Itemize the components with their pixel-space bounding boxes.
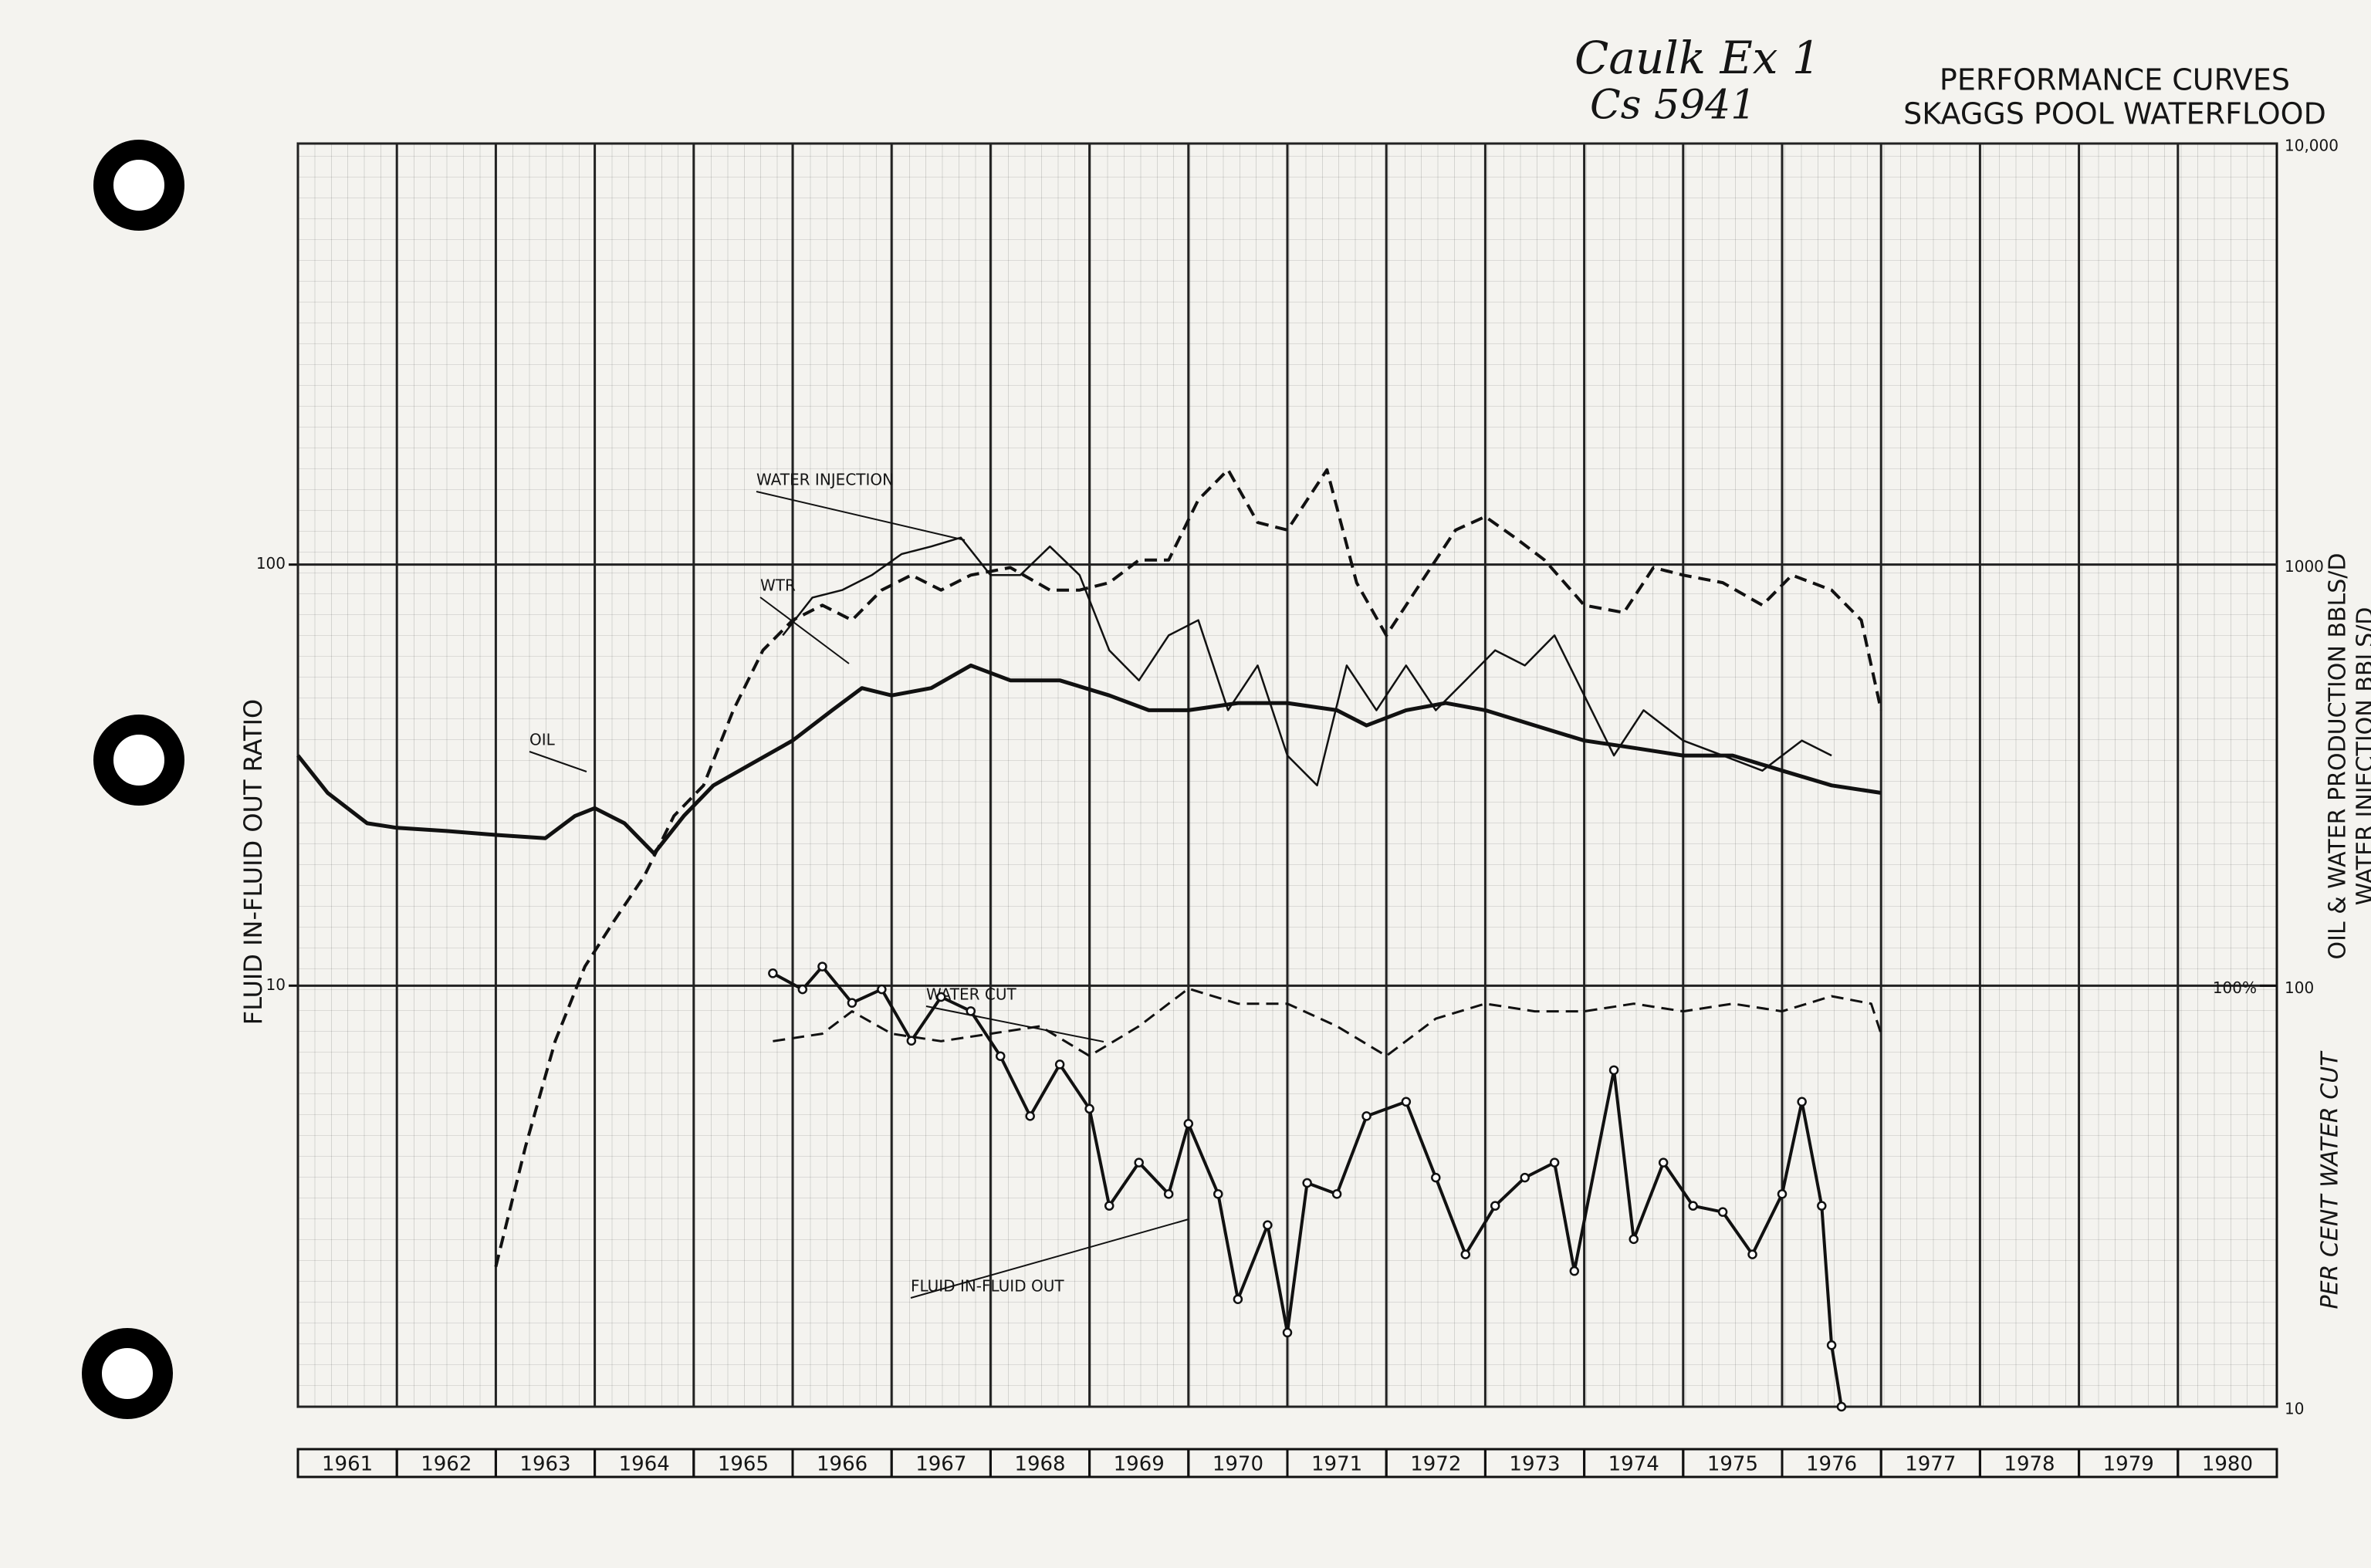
series-marker <box>1838 1403 1845 1411</box>
y2-tick-label: 1000 <box>2285 557 2324 576</box>
x-tick-label: 1976 <box>1806 1453 1857 1476</box>
series-marker <box>1630 1235 1638 1243</box>
series-marker <box>1749 1251 1757 1259</box>
series-marker <box>908 1037 915 1045</box>
leader-line <box>756 492 965 540</box>
series-marker <box>1234 1296 1242 1303</box>
series-marker <box>1263 1222 1271 1229</box>
series-marker <box>1105 1202 1113 1210</box>
series-marker <box>878 985 885 993</box>
series-marker <box>1363 1112 1371 1120</box>
x-tick-label: 1971 <box>1311 1453 1362 1476</box>
handwritten-note: Caulk Ex 1 <box>1574 32 1821 84</box>
series-label: WATER INJECTION <box>756 471 894 489</box>
x-tick-label: 1961 <box>322 1453 373 1476</box>
series-marker <box>818 963 826 971</box>
x-tick-label: 1962 <box>421 1453 472 1476</box>
y-tick-label: 10 <box>266 975 286 994</box>
y2-axis-label: WATER INJECTION BBLS/D <box>2352 607 2371 906</box>
series-marker <box>1778 1190 1786 1198</box>
binder-hole <box>103 725 174 796</box>
series-marker <box>937 993 945 1001</box>
x-tick-label: 1969 <box>1114 1453 1165 1476</box>
binder-hole <box>92 1338 163 1409</box>
series-marker <box>1798 1098 1806 1106</box>
series-marker <box>1185 1120 1192 1127</box>
x-tick-label: 1970 <box>1213 1453 1263 1476</box>
x-tick-label: 1974 <box>1608 1453 1659 1476</box>
x-tick-label: 1977 <box>1905 1453 1956 1476</box>
series-marker <box>967 1007 975 1015</box>
series-marker <box>1719 1208 1727 1216</box>
series-marker <box>1610 1066 1618 1074</box>
series-marker <box>769 969 776 977</box>
series-marker <box>1828 1341 1835 1349</box>
x-tick-label: 1979 <box>2103 1453 2154 1476</box>
series-marker <box>1659 1159 1667 1167</box>
page: Caulk Ex 1 Cs 5941 PERFORMANCE CURVES SK… <box>0 0 2371 1568</box>
x-tick-label: 1967 <box>915 1453 966 1476</box>
leader-line <box>529 752 587 772</box>
chart: Caulk Ex 1 Cs 5941 PERFORMANCE CURVES SK… <box>0 0 2371 1568</box>
series-marker <box>1027 1112 1034 1120</box>
series-marker <box>1818 1202 1825 1210</box>
binder-hole <box>103 150 174 221</box>
leader-line <box>926 1006 1104 1042</box>
x-tick-label: 1978 <box>2004 1453 2055 1476</box>
y2-tick-label: 100 <box>2285 978 2314 997</box>
series-marker <box>1571 1267 1578 1275</box>
x-tick-label: 1963 <box>519 1453 570 1476</box>
x-tick-label: 1973 <box>1509 1453 1560 1476</box>
x-tick-label: 1972 <box>1410 1453 1461 1476</box>
x-tick-label: 1968 <box>1014 1453 1065 1476</box>
series-marker <box>1551 1159 1558 1167</box>
series-marker <box>1284 1329 1291 1337</box>
x-tick-label: 1975 <box>1707 1453 1758 1476</box>
x-tick-label: 1965 <box>718 1453 769 1476</box>
y-axis-label: FLUID IN-FLUID OUT RATIO <box>238 699 268 1025</box>
x-tick-label: 1966 <box>817 1453 868 1476</box>
y-tick-label: 100 <box>256 554 286 573</box>
series-marker <box>1491 1202 1499 1210</box>
series-marker <box>1462 1251 1470 1259</box>
series-label: WTR <box>760 576 796 595</box>
y3-tick-label: 100% <box>2213 978 2257 997</box>
series-marker <box>848 999 856 1007</box>
handwritten-note: Cs 5941 <box>1590 83 1756 129</box>
y3-axis-label: PER CENT WATER CUT <box>2317 1050 2344 1309</box>
series-marker <box>799 985 807 993</box>
series-marker <box>1333 1190 1341 1198</box>
series-marker <box>1086 1105 1094 1113</box>
series-marker <box>1056 1060 1064 1068</box>
y2-tick-label: 10,000 <box>2285 137 2339 155</box>
x-tick-label: 1964 <box>619 1453 670 1476</box>
chart-title: PERFORMANCE CURVES <box>1940 63 2290 97</box>
series-marker <box>1521 1174 1529 1181</box>
series-label: FLUID IN-FLUID OUT <box>911 1277 1064 1296</box>
series-marker <box>1432 1174 1439 1181</box>
x-tick-label: 1980 <box>2202 1453 2253 1476</box>
series-marker <box>1214 1190 1222 1198</box>
series-marker <box>1135 1159 1143 1167</box>
series-marker <box>996 1053 1004 1060</box>
series-label: OIL <box>529 731 556 749</box>
chart-subtitle: SKAGGS POOL WATERFLOOD <box>1903 97 2326 131</box>
y2-axis-label: OIL & WATER PRODUCTION BBLS/D <box>2325 553 2352 960</box>
series-marker <box>1402 1098 1410 1106</box>
series-line <box>783 538 1832 786</box>
y2-tick-label: 10 <box>2285 1400 2304 1418</box>
series-marker <box>1304 1179 1311 1187</box>
series-marker <box>1689 1202 1697 1210</box>
series-marker <box>1165 1190 1172 1198</box>
